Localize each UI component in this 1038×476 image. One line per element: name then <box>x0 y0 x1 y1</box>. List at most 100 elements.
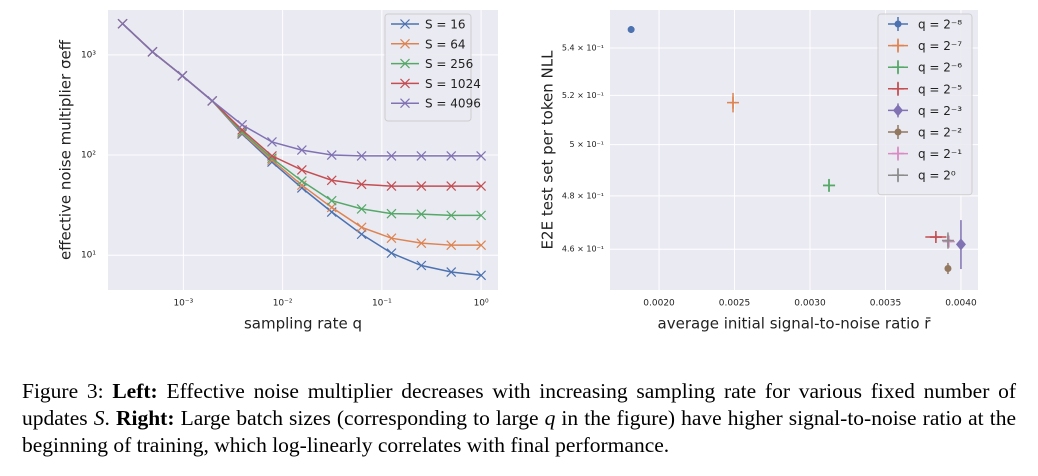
x-tick-label: 0.0035 <box>870 299 902 309</box>
point-marker <box>356 229 367 240</box>
y-tick-label: 10¹ <box>81 251 96 261</box>
point-marker <box>386 233 397 244</box>
y-tick-label: 5.2 × 10⁻¹ <box>562 91 604 100</box>
legend-marker <box>893 104 903 117</box>
point-marker <box>296 145 307 156</box>
legend-box <box>384 13 472 122</box>
point-marker <box>416 181 427 192</box>
point-marker <box>356 179 367 190</box>
y-tick-label: 4.6 × 10⁻¹ <box>562 245 604 254</box>
legend-marker <box>400 98 410 109</box>
legend-label: q = 2⁻¹ <box>918 147 962 161</box>
legend-label: q = 2⁰ <box>918 169 956 183</box>
point-marker <box>177 70 188 81</box>
point-marker <box>944 264 952 272</box>
x-tick-label: 0.0040 <box>945 299 977 309</box>
point-marker <box>446 181 457 192</box>
legend-marker <box>892 39 904 52</box>
legend-label: q = 2⁻⁶ <box>918 61 962 75</box>
legend-label: q = 2⁻⁷ <box>918 39 962 53</box>
x-tick-label: 10⁰ <box>474 299 489 309</box>
legend-marker <box>892 61 904 74</box>
point-marker <box>416 150 427 161</box>
legend-marker <box>400 38 410 49</box>
x-tick-label: 10⁻² <box>273 299 293 309</box>
point-marker <box>267 153 277 164</box>
y-tick-label: 10² <box>81 151 96 161</box>
y-axis-label: E2E test set per token NLL <box>539 50 557 250</box>
point-marker <box>823 179 836 192</box>
legend-marker <box>400 58 410 69</box>
legend-label: S = 4096 <box>425 97 481 111</box>
caption: Figure 3: Left: Effective noise multipli… <box>22 378 1016 459</box>
caption-text: S <box>93 406 105 430</box>
point-marker <box>955 238 966 251</box>
point-marker <box>476 240 487 251</box>
caption-text: Left: <box>112 379 158 403</box>
point-marker <box>476 210 487 221</box>
point-marker <box>727 96 740 109</box>
caption-text: Large batch sizes (corresponding to larg… <box>174 406 545 430</box>
point-marker <box>446 240 457 251</box>
legend-label: q = 2⁻⁸ <box>918 18 962 32</box>
point-marker <box>147 46 158 57</box>
legend-label: S = 1024 <box>425 77 481 91</box>
point-marker <box>446 210 457 221</box>
x-axis-label: sampling rate q <box>244 315 362 333</box>
legend-label: S = 256 <box>425 57 473 71</box>
legend-label: q = 2⁻⁵ <box>918 82 962 96</box>
point-marker <box>446 267 457 277</box>
point-marker <box>386 248 397 259</box>
y-tick-label: 5 × 10⁻¹ <box>570 140 605 149</box>
point-marker <box>416 260 427 271</box>
point-marker <box>296 176 307 186</box>
caption-text: q <box>544 406 556 430</box>
legend-label: q = 2⁻² <box>918 126 962 140</box>
legend-box <box>877 13 973 196</box>
point-marker <box>929 231 942 244</box>
caption-text: Effective noise multiplier decreases wit… <box>22 379 1017 430</box>
legend-marker <box>892 169 904 182</box>
point-marker <box>326 195 337 206</box>
point-marker <box>356 150 367 161</box>
figure: 10⁻³ 10⁻² 10⁻¹ 10⁰ 10¹ 10² 10³ sampling rate q e… <box>57 10 978 333</box>
legend-marker <box>400 78 410 89</box>
x-tick-label: 10⁻³ <box>173 299 193 309</box>
point-marker <box>296 165 307 175</box>
point-marker <box>416 238 427 249</box>
x-tick-label: 0.0030 <box>794 299 826 309</box>
point-marker <box>941 234 954 247</box>
point-marker <box>386 181 397 192</box>
point-marker <box>326 150 337 160</box>
legend-marker <box>894 20 902 28</box>
point-marker <box>267 150 277 161</box>
point-marker <box>386 208 397 219</box>
caption-text: Right: <box>115 406 175 430</box>
legend-label: q = 2⁻³ <box>918 104 962 118</box>
legend-label: S = 16 <box>425 18 466 32</box>
point-marker <box>942 235 955 248</box>
legend-marker <box>400 19 410 29</box>
point-marker <box>476 270 487 281</box>
point-marker <box>237 128 248 138</box>
point-marker <box>237 127 248 137</box>
legend-label: S = 64 <box>425 37 466 51</box>
y-axis-label: effective noise multiplier σeff <box>57 39 75 260</box>
point-marker <box>416 209 427 220</box>
point-marker <box>267 137 277 147</box>
y-tick-label: 4.8 × 10⁻¹ <box>562 191 604 200</box>
x-tick-label: 0.0025 <box>719 299 751 309</box>
legend-marker <box>894 128 902 136</box>
point-marker <box>207 95 218 106</box>
x-axis-label: average initial signal-to-noise ratio r̄ <box>658 315 932 333</box>
caption-text: . <box>104 406 116 430</box>
point-marker <box>237 119 248 130</box>
x-tick-label: 0.0020 <box>643 299 675 309</box>
point-marker <box>386 150 397 161</box>
legend-marker <box>892 82 904 95</box>
y-tick-label: 5.4 × 10⁻¹ <box>562 44 604 53</box>
point-marker <box>356 222 367 233</box>
point-marker <box>356 203 367 214</box>
point-marker <box>446 150 457 161</box>
